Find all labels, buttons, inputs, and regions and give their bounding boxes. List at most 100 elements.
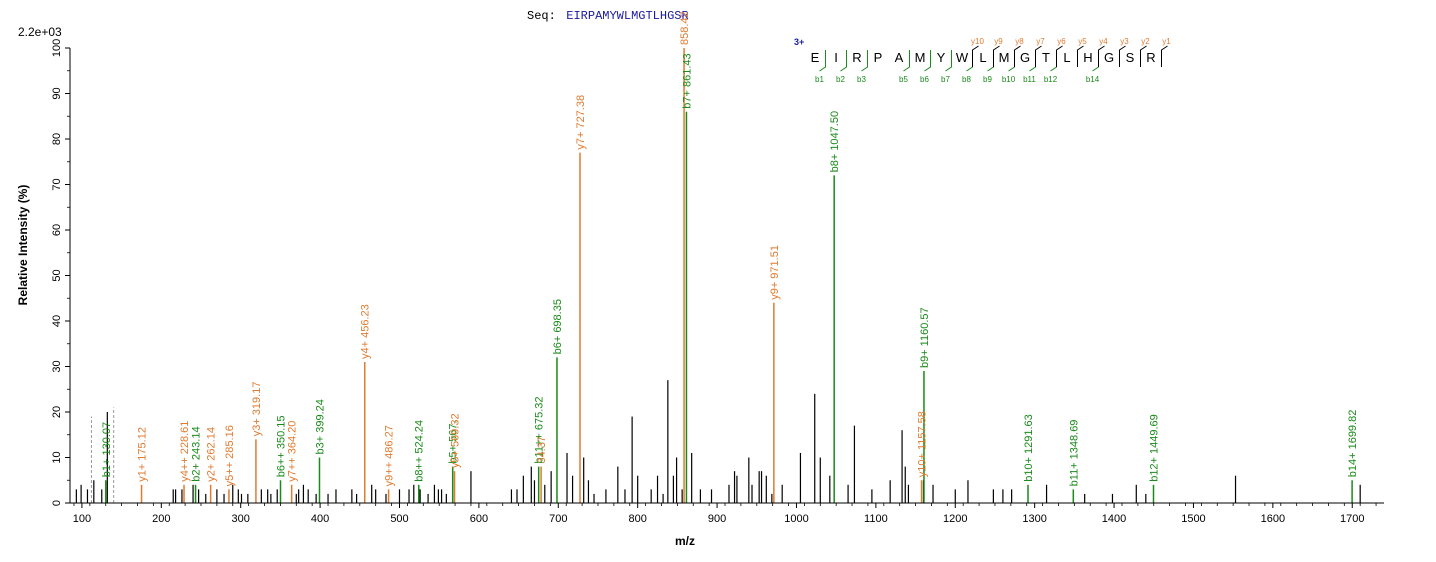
sequence-residue: R (1146, 50, 1155, 65)
y-ion-label: y5+ 569.32 (450, 413, 462, 468)
y-ion-label: y4+ 456.23 (360, 304, 372, 359)
y-ion-map-label: y10 (971, 37, 984, 46)
y-ion-map-label: y1 (1162, 37, 1171, 46)
b-ion-label: b5+ 567. (448, 420, 460, 463)
b-ion-map-label: b1 (815, 75, 824, 84)
y-ion-label: y1+ 175.12 (137, 427, 149, 482)
b-ion-bracket (924, 50, 931, 72)
y-ion-label: 858.42 (679, 11, 691, 45)
b-ion-label: b1+ 130.07 (101, 422, 113, 477)
sequence-residue: W (956, 50, 969, 65)
x-tick-label: 700 (549, 513, 567, 525)
axes: 100 200 300 400 500 600 700 800 900 1000 1100 1200 1… (51, 39, 1384, 525)
x-tick-label: 1200 (943, 513, 967, 525)
b-ion-label: b6+ 698.35 (552, 299, 564, 354)
y-ion-map-label: y3 (1120, 37, 1129, 46)
sequence-residue: E (811, 50, 820, 65)
y-tick-label: 60 (51, 224, 63, 236)
sequence-residue: T (1042, 50, 1050, 65)
sequence-residue: P (874, 50, 883, 65)
sequence-residue: L (979, 50, 986, 65)
y-ion-bracket (993, 45, 1000, 67)
x-tick-label: 500 (390, 513, 408, 525)
y-tick-label: 80 (51, 133, 63, 145)
x-tick-label: 100 (73, 513, 91, 525)
sequence-residue: I (834, 50, 838, 65)
y-ion-map-label: y6 (1057, 37, 1066, 46)
x-tick-label: 1500 (1181, 513, 1205, 525)
sequence-residue: M (999, 50, 1010, 65)
peak-labels-layer: b1+ 130.07 y1+ 175.12 y4++ 228.61 b2+ 243.1… (101, 11, 1359, 486)
y-ion-map-label: y5 (1078, 37, 1087, 46)
b-ion-label: b2+ 243.14 (191, 426, 203, 481)
b-ion-bracket (945, 50, 952, 72)
sequence-residue: Y (937, 50, 946, 65)
sequence-residue: S (1126, 50, 1135, 65)
b-ion-bracket (987, 50, 994, 72)
b-ion-map-label: b5 (899, 75, 908, 84)
y-ion-map-label: y4 (1099, 37, 1108, 46)
y-ion-label: y7+ 727.38 (575, 95, 587, 150)
y-ion-label: y9+ 971.51 (769, 245, 781, 300)
b-ion-label: b9+ 1160.57 (919, 307, 931, 368)
x-tick-label: 400 (311, 513, 329, 525)
x-tick-label: 1600 (1261, 513, 1285, 525)
y-tick-label: 90 (51, 87, 63, 99)
sequence-caption: Seq: EIRPAMYWLMGTLHGSR (527, 6, 689, 23)
b-ion-map-label: b14 (1086, 75, 1100, 84)
y-ion-label: y4++ 228.61 (179, 421, 191, 482)
y-ion-label: 34.37 (536, 436, 548, 464)
sequence-residue: H (1083, 50, 1092, 65)
x-tick-label: 1000 (784, 513, 808, 525)
b-ion-map-label: b3 (857, 75, 866, 84)
b-ion-label: b14+ 1699.82 (1347, 410, 1359, 478)
y-ion-bracket (1035, 45, 1042, 67)
x-tick-label: 800 (629, 513, 647, 525)
y-tick-label: 100 (51, 39, 63, 57)
intensity-scale-label: 2.2e+03 (18, 25, 62, 39)
y-ion-label: y5++ 285.16 (224, 425, 236, 486)
b-ion-label: b11++ 675.32 (534, 397, 546, 464)
y-ion-label: y3+ 319.17 (251, 382, 263, 437)
y-ion-map-label: y2 (1141, 37, 1150, 46)
y-ion-label: y7++ 364.20 (287, 421, 299, 482)
y-ion-map-label: y8 (1015, 37, 1024, 46)
y-ion-bracket (1140, 45, 1147, 67)
b-ion-label: b8++ 524.24 (414, 420, 426, 482)
y-tick-label: 70 (51, 178, 63, 190)
y-ion-bracket (1161, 45, 1168, 67)
b-ion-label: b7+ 861.43 (681, 53, 693, 108)
y-ion-label: y10+ 1157.58 (917, 411, 929, 477)
b-ion-map-label: b10 (1002, 75, 1016, 84)
x-axis-title: m/z (675, 534, 695, 548)
sequence-residue: L (1063, 50, 1070, 65)
sequence-residue: A (895, 50, 904, 65)
b-ion-label: b8+ 1047.50 (829, 111, 841, 172)
y-ion-bracket (1014, 45, 1021, 67)
sequence-residue: G (1104, 50, 1114, 65)
fragment-map: 3+E I R P A M Y W L M G T L H G S Rb1 b2 b3 b5 b6 b7 b8 b9 b10 b1… (794, 37, 1171, 84)
y-ion-bracket (1077, 45, 1084, 67)
y-axis-title: Relative Intensity (%) (16, 185, 30, 306)
b-ion-map-label: b2 (836, 75, 845, 84)
x-tick-label: 1400 (1102, 513, 1126, 525)
y-ion-bracket (1056, 45, 1063, 67)
x-tick-label: 900 (708, 513, 726, 525)
y-ion-bracket (1119, 45, 1126, 67)
sequence-residue: M (915, 50, 926, 65)
y-tick-label: 40 (51, 315, 63, 327)
y-ion-bracket (1098, 45, 1105, 67)
b-ion-bracket (1050, 50, 1057, 72)
b-ion-label: b3+ 399.24 (314, 399, 326, 454)
sequence-residue: R (852, 50, 861, 65)
b-ion-bracket (861, 50, 868, 72)
x-tick-label: 1700 (1340, 513, 1364, 525)
x-tick-label: 300 (232, 513, 250, 525)
b-ion-label: b6++ 350.15 (276, 415, 288, 477)
b-ion-map-label: b12 (1044, 75, 1058, 84)
charge-state: 3+ (794, 37, 804, 47)
y-tick-label: 50 (51, 269, 63, 281)
y-ion-map-label: y9 (994, 37, 1003, 46)
b-ion-label: b11+ 1348.69 (1068, 420, 1080, 487)
